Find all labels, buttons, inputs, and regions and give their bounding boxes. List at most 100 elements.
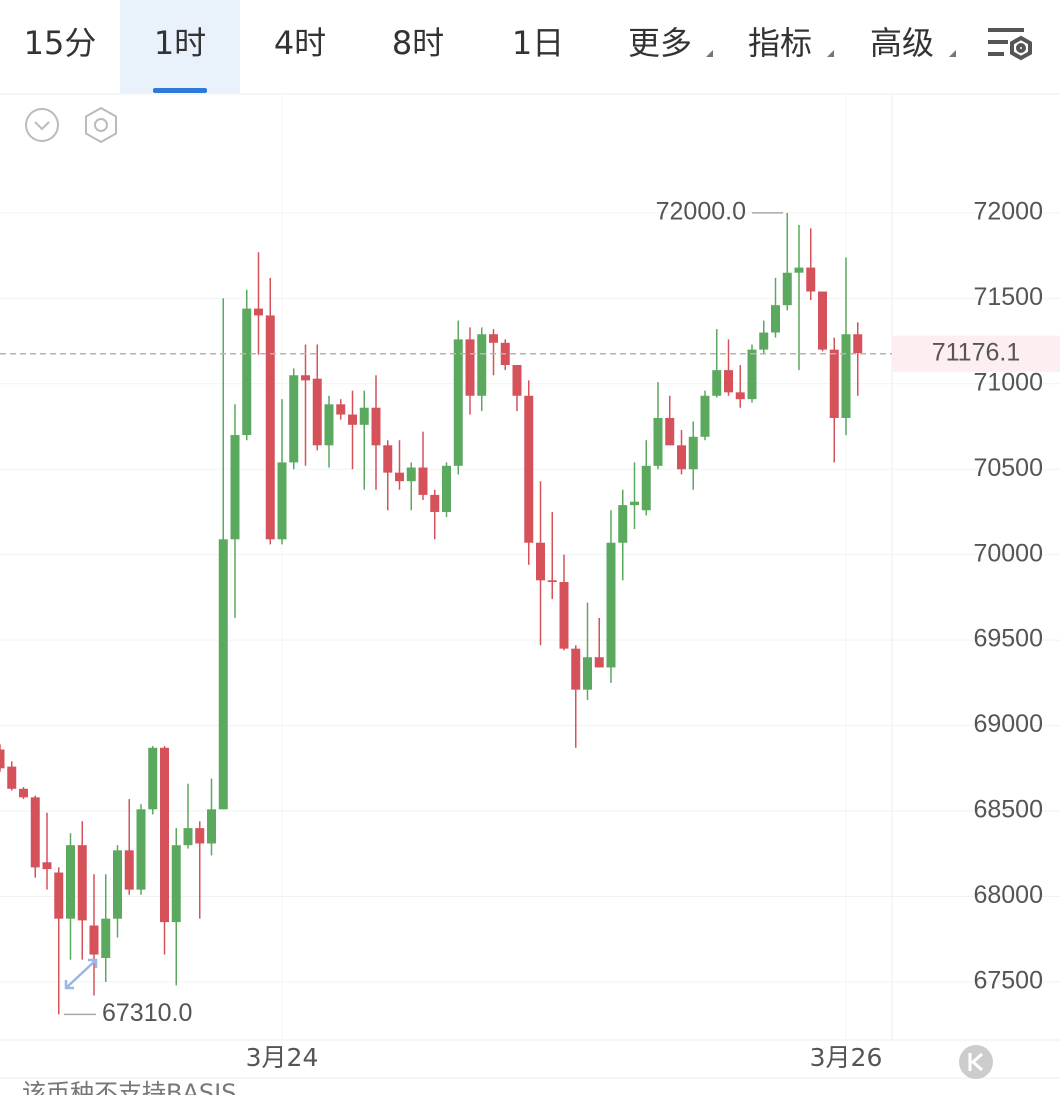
tab-bar: 15分 1时 4时 8时 1日 更多 指标 高级 (24, 24, 934, 62)
collapse-icon[interactable] (25, 108, 59, 142)
last-price-label: 71176.1 (932, 338, 1021, 366)
candle-body (359, 407, 369, 425)
active-tab-underline (153, 88, 207, 93)
candle-body (442, 465, 451, 512)
expand-icon[interactable] (64, 958, 98, 990)
candle-body (89, 925, 99, 955)
candle-body (113, 850, 122, 919)
candle-body (218, 539, 228, 810)
y-tick-label: 71500 (973, 283, 1043, 311)
candle-body (829, 349, 839, 418)
candle-body (583, 657, 592, 690)
y-tick-label: 68000 (973, 881, 1043, 909)
candle-body (301, 375, 310, 381)
candle-body (724, 370, 733, 393)
candle-body (418, 467, 428, 495)
candle-body (712, 370, 722, 396)
tab[interactable]: 指标 (748, 24, 812, 62)
candle-body (782, 272, 792, 306)
candle-body (841, 334, 851, 418)
candle-body (489, 334, 498, 343)
candle-body (700, 395, 710, 437)
candle-body (371, 407, 381, 446)
footer-note: 该币种不支持BASIS (22, 1079, 236, 1095)
tab[interactable]: 更多 (628, 24, 692, 62)
y-tick-label: 68500 (973, 796, 1043, 824)
tab[interactable]: 1时 (154, 24, 206, 62)
candle-body (54, 872, 64, 919)
x-tick-label: 3月26 (810, 1043, 883, 1072)
candle-body (536, 542, 545, 581)
candle-body (195, 828, 205, 844)
tab[interactable]: 15分 (24, 24, 97, 62)
candle-body (7, 766, 17, 789)
candle-body (136, 809, 146, 890)
candle-body (348, 414, 357, 425)
candle-body (653, 417, 663, 466)
candle-body (677, 445, 686, 470)
y-tick-label: 69500 (973, 625, 1043, 653)
candle-body (853, 334, 863, 354)
tab[interactable]: 4时 (274, 24, 326, 62)
y-tick-label: 69000 (973, 710, 1043, 738)
candle-body (406, 467, 416, 482)
candle-body (395, 472, 404, 482)
candle-body (207, 809, 216, 844)
x-tick-label: 3月24 (246, 1043, 319, 1072)
plot: 67500 68000 68500 69000 69500 70000 70500 71000… (0, 95, 1060, 1072)
settings-icon[interactable] (988, 28, 1032, 61)
candle-body (148, 747, 158, 810)
candle-body (571, 648, 581, 690)
y-tick-label: 70500 (973, 454, 1043, 482)
candle-body (324, 404, 334, 446)
candle-body (665, 417, 675, 446)
candle-body (42, 862, 52, 870)
candle-body (289, 375, 299, 463)
candle-body (242, 308, 252, 436)
candle-body (19, 788, 28, 798)
scroll-to-latest[interactable] (959, 1045, 993, 1079)
candle-body (277, 462, 287, 540)
active-tab-bg (120, 0, 240, 93)
candle-body (171, 845, 181, 923)
candle-body (453, 339, 463, 466)
candle-body (430, 494, 440, 512)
candle-body (818, 291, 827, 350)
last-price-tag (892, 335, 1060, 372)
candle-body (771, 305, 780, 333)
candle-body (606, 542, 616, 668)
candle-body (688, 436, 698, 470)
candle-body (66, 845, 75, 919)
candle-body (641, 465, 651, 511)
candle-body (312, 378, 322, 446)
candle-body (524, 395, 534, 543)
candle-body (547, 580, 557, 583)
candle-body (477, 334, 487, 396)
candle-body (618, 505, 628, 543)
candle-body (559, 582, 569, 649)
candle-body (265, 315, 275, 540)
candle-body (747, 349, 757, 400)
y-tick-label: 72000 (973, 198, 1043, 226)
candle-body (254, 308, 263, 316)
tab[interactable]: 8时 (392, 24, 444, 62)
candle-body (594, 657, 604, 668)
candle-body (759, 332, 769, 350)
candle-body (630, 501, 639, 506)
candle-body (336, 404, 346, 415)
dropdown-caret (706, 50, 713, 57)
candle-body (101, 918, 111, 958)
chart-settings-icon[interactable] (85, 106, 117, 144)
dropdown-caret (827, 50, 834, 57)
candle-body (77, 845, 87, 921)
candle-body (794, 267, 804, 273)
candle-body (30, 797, 40, 868)
tab[interactable]: 高级 (870, 24, 934, 62)
candle-body (0, 749, 5, 769)
candle-body (806, 267, 816, 292)
y-tick-label: 70000 (973, 539, 1043, 567)
candle-body (735, 392, 745, 400)
y-tick-label: 71000 (973, 368, 1043, 396)
tab[interactable]: 1日 (512, 24, 564, 62)
